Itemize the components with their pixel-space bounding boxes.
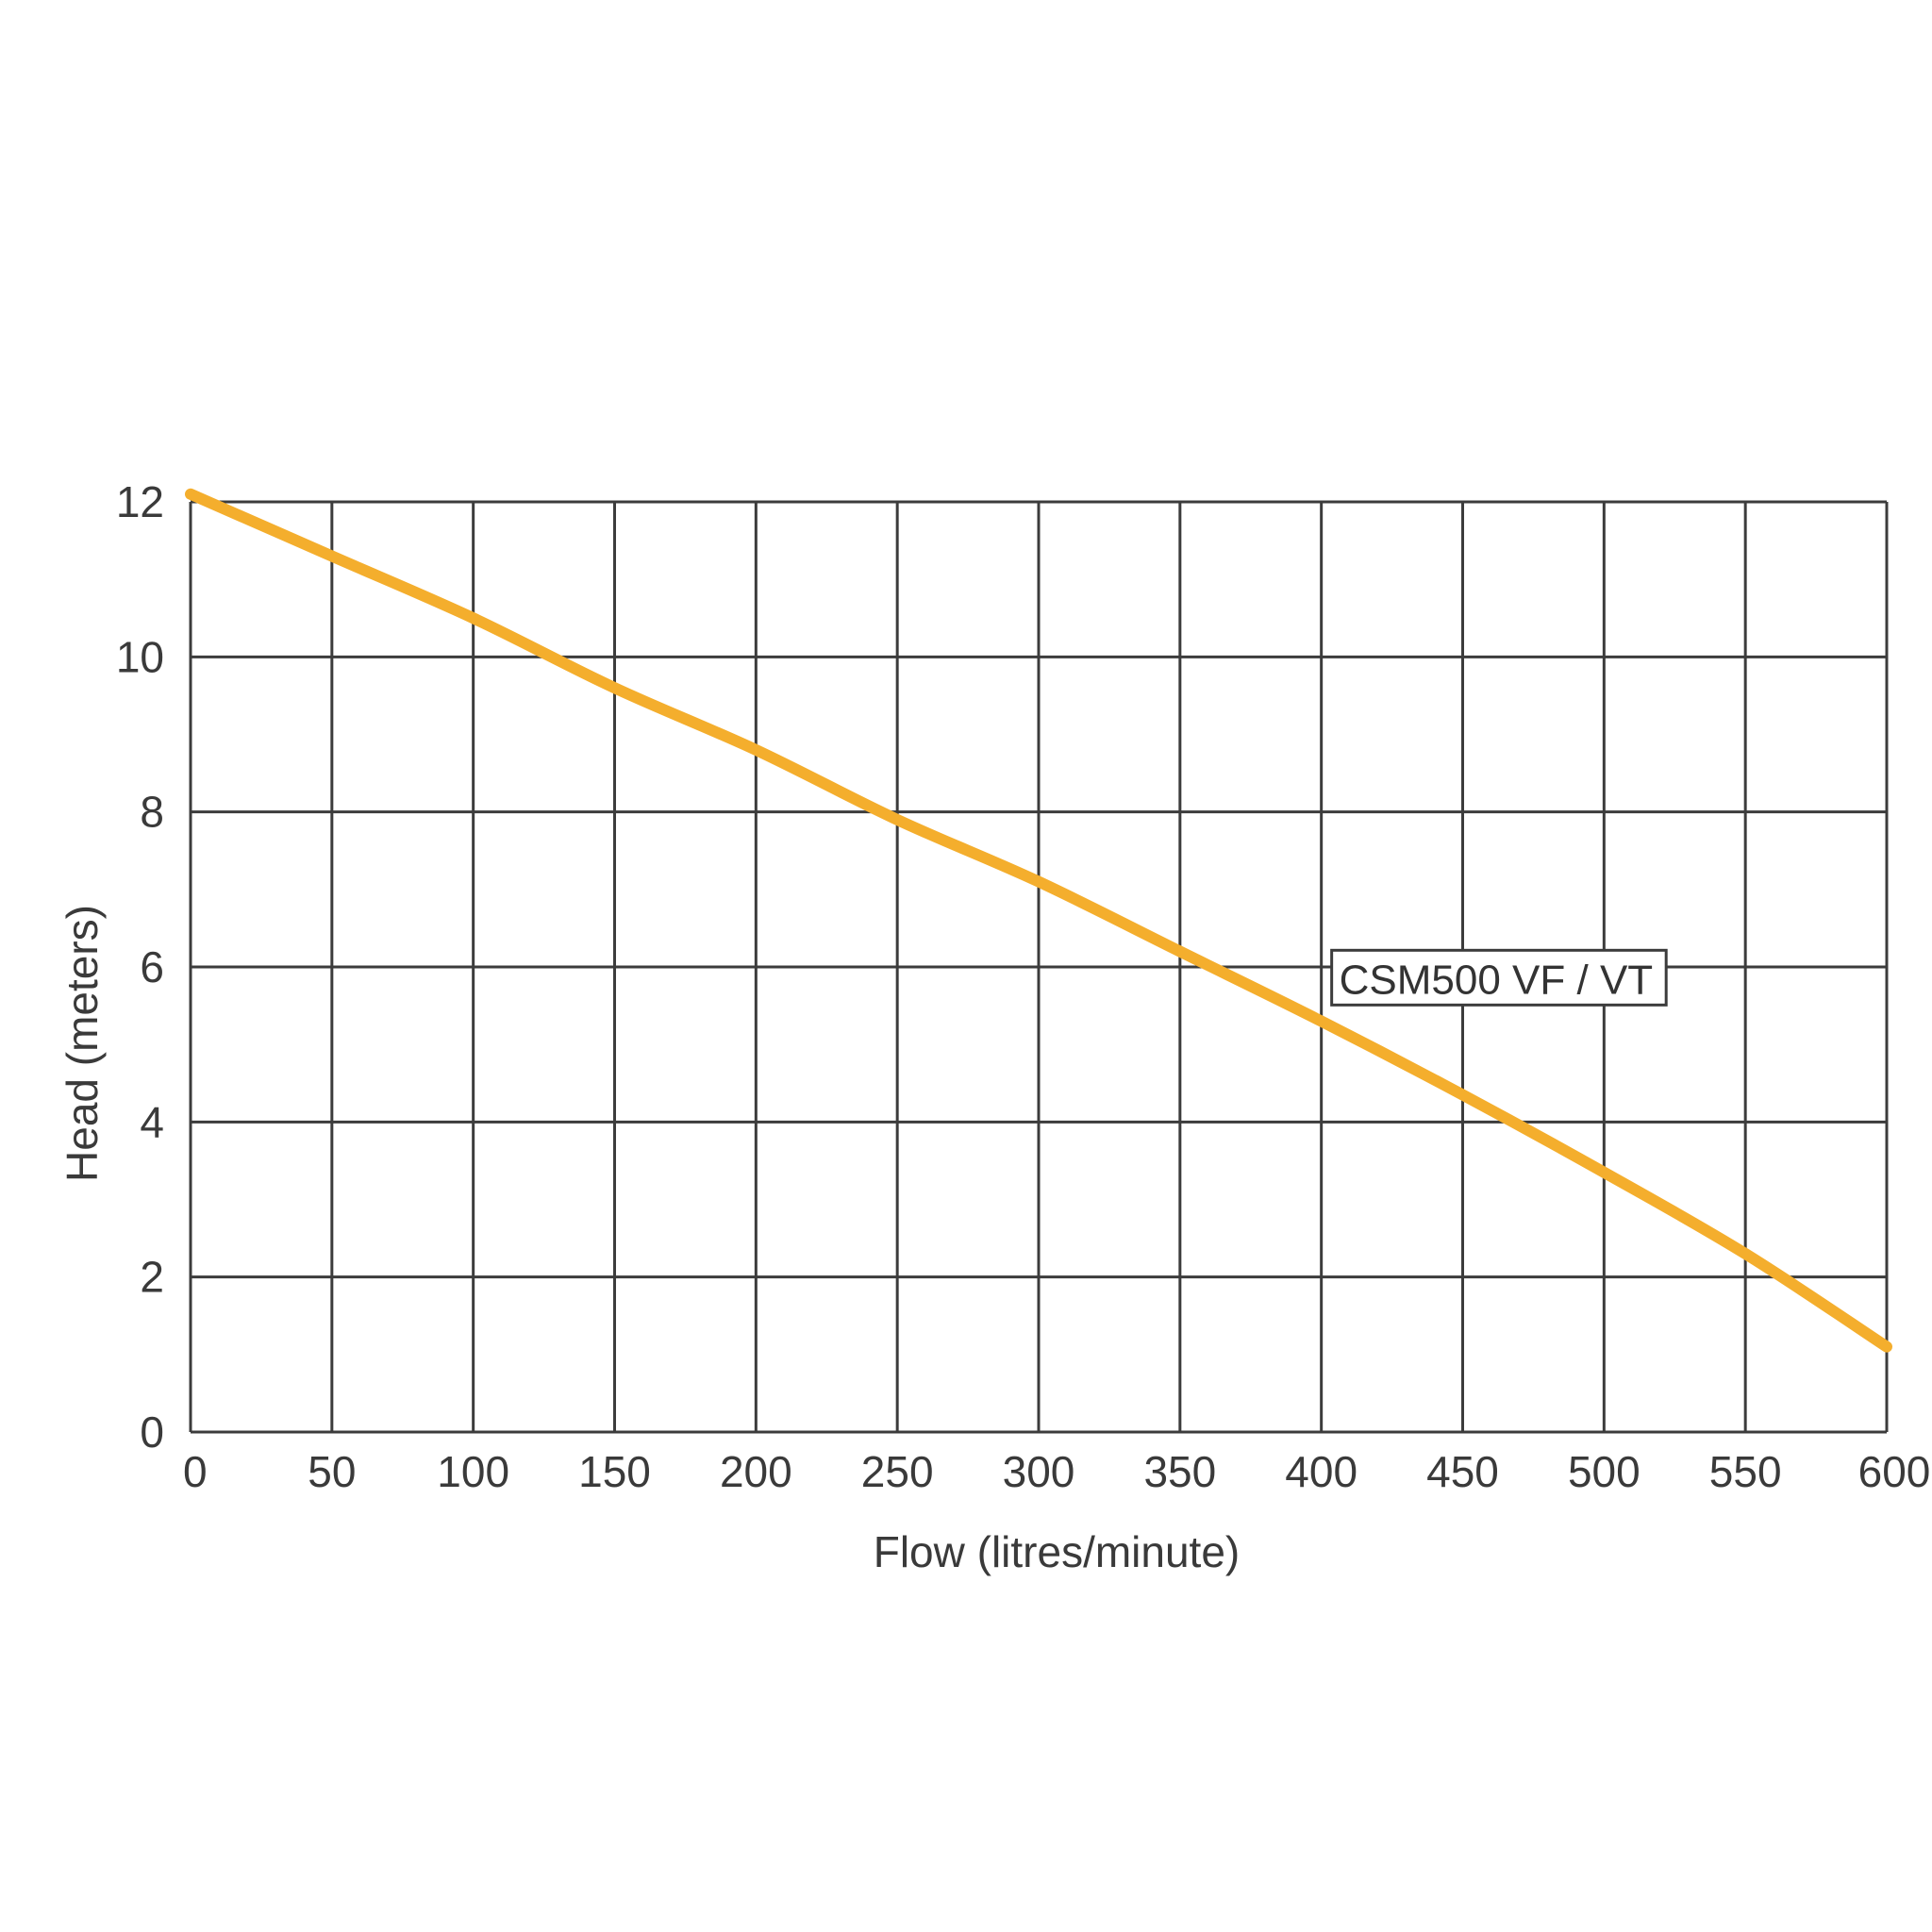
x-tick-label: 550	[1709, 1447, 1782, 1496]
x-tick-label: 50	[308, 1447, 356, 1496]
x-tick-label: 400	[1285, 1447, 1357, 1496]
series-layer	[185, 488, 1892, 1353]
y-tick-label: 2	[140, 1253, 164, 1302]
y-tick-label: 8	[140, 788, 164, 837]
y-tick-label: 4	[140, 1097, 164, 1146]
x-tick-label: 500	[1568, 1447, 1641, 1496]
x-tick-label: 150	[578, 1447, 651, 1496]
x-tick-label: 100	[437, 1447, 509, 1496]
x-tick-label: 450	[1426, 1447, 1499, 1496]
x-tick-label: 0	[183, 1447, 208, 1496]
series-label-text: CSM500 VF / VT	[1340, 957, 1654, 1003]
annotations: CSM500 VF / VT	[1330, 948, 1668, 1007]
x-tick-label: 300	[1003, 1447, 1075, 1496]
series-label-box: CSM500 VF / VT	[1330, 948, 1668, 1007]
x-tick-label: 600	[1858, 1447, 1931, 1496]
y-tick-labels: 0 2 4 6 8 10 12	[116, 477, 164, 1457]
x-axis-title: Flow (litres/minute)	[874, 1527, 1241, 1576]
series-label-frame	[1330, 948, 1668, 1007]
x-tick-labels: 0 50 100 150 200 250 300 350 400 450 500 550 600	[183, 1447, 1930, 1496]
y-tick-label: 0	[140, 1407, 164, 1457]
y-axis-title: Head (meters)	[58, 905, 107, 1182]
y-tick-label: 6	[140, 942, 164, 991]
y-tick-label: 10	[116, 632, 164, 681]
y-tick-label: 12	[116, 477, 164, 526]
x-tick-label: 350	[1143, 1447, 1216, 1496]
series-line-csm500	[185, 488, 1892, 1353]
x-tick-label: 200	[720, 1447, 792, 1496]
x-tick-label: 250	[861, 1447, 934, 1496]
